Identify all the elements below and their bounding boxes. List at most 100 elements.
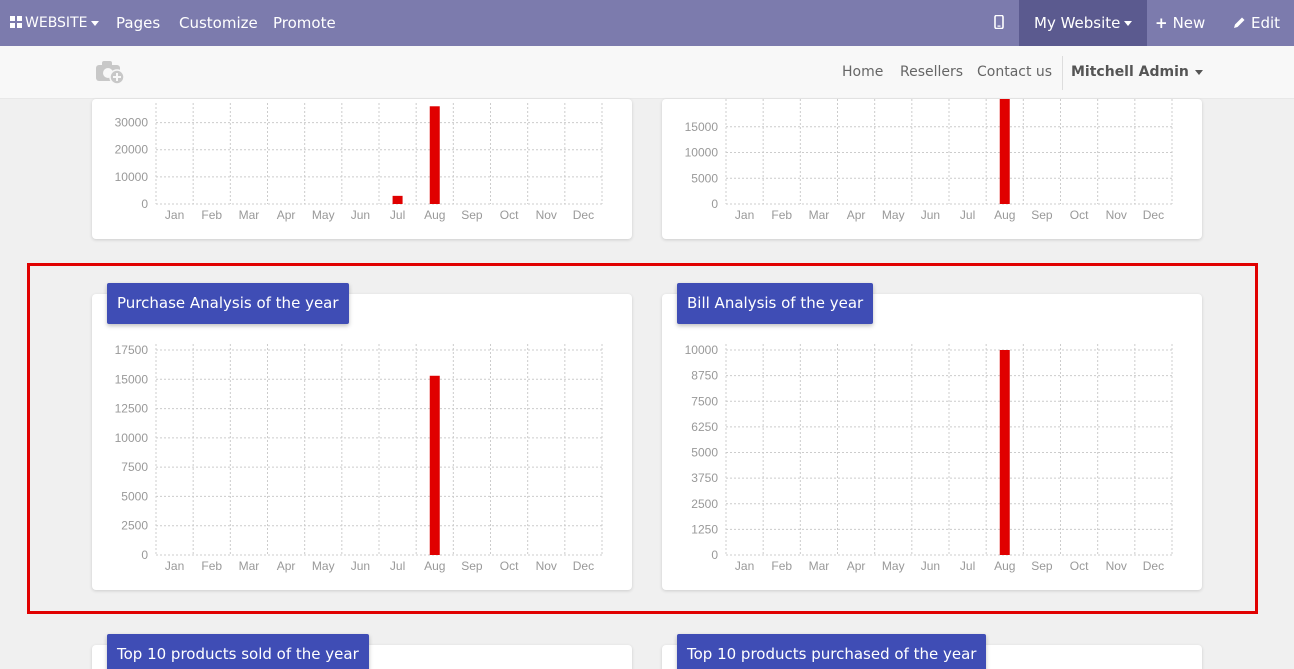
x-tick-label: Mar [809,208,830,222]
y-tick-label: 3750 [691,471,718,485]
bar-aug[interactable] [429,106,440,204]
y-tick-label: 17500 [115,343,149,357]
mobile-preview-button[interactable] [994,0,1004,46]
new-button[interactable]: + New [1155,0,1205,46]
y-tick-label: 1250 [691,522,718,536]
nav-divider [1062,56,1063,90]
bill-bar-chart: 0 1250 2500 3750 5000 6250 7500 8750 10000 Jan Feb… [685,343,1173,573]
y-tick-label: 15000 [685,120,719,134]
pages-menu[interactable]: Pages [116,14,161,32]
x-tick-label: Apr [847,208,866,222]
x-tick-label: Mar [809,559,830,573]
promote-menu[interactable]: Promote [273,14,336,32]
website-navbar: Home Resellers Contact us Mitchell Admin [0,46,1294,99]
x-tick-label: Feb [201,208,222,222]
x-tick-label: Sep [1031,559,1053,573]
x-tick-label: Oct [1070,559,1089,573]
chevron-down-icon [91,20,100,26]
x-tick-label: Aug [994,208,1015,222]
x-tick-label: Aug [994,559,1015,573]
x-tick-label: Nov [536,559,557,573]
bar-jul[interactable] [392,195,403,204]
x-tick-label: Jul [960,559,975,573]
x-tick-label: Dec [573,208,594,222]
site-logo[interactable] [95,58,127,86]
x-tick-label: Sep [461,208,483,222]
y-tick-label: 8750 [691,369,718,383]
nav-home[interactable]: Home [842,64,884,80]
x-tick-label: Aug [424,208,445,222]
my-website-label: My Website [1034,14,1121,32]
x-tick-label: May [882,208,905,222]
admin-topbar: WEBSITE Pages Customize Promote My Websi… [0,0,1294,46]
x-tick-label: Nov [1106,559,1127,573]
x-tick-label: Jan [165,559,184,573]
bill-analysis-title: Bill Analysis of the year [677,283,874,324]
user-name: Mitchell Admin [1071,64,1189,80]
y-tick-label: 30000 [115,116,149,130]
invoice-chart-card: 0 5000 10000 15000 Jan Feb Mar Apr May Jun Jul Aug S… [662,99,1202,239]
x-tick-label: May [312,559,335,573]
y-tick-label: 5000 [691,171,718,185]
highlight-box [27,263,1258,614]
x-tick-label: Feb [771,559,792,573]
x-tick-label: Jul [390,559,405,573]
camera-plus-icon [96,61,125,85]
bar-aug[interactable] [999,99,1010,204]
edit-button[interactable]: Edit [1233,0,1280,46]
x-tick-label: Aug [424,559,445,573]
nav-resellers[interactable]: Resellers [900,64,964,80]
x-tick-label: Nov [536,208,557,222]
y-tick-label: 0 [711,197,718,211]
y-tick-label: 5000 [121,489,148,503]
user-menu[interactable]: Mitchell Admin [1071,46,1203,99]
y-tick-label: 6250 [691,420,718,434]
y-tick-label: 7500 [121,460,148,474]
x-tick-label: Sep [461,559,483,573]
x-tick-label: Oct [500,208,519,222]
x-tick-label: Jul [390,208,405,222]
y-tick-label: 5000 [691,446,718,460]
my-website-dropdown[interactable]: My Website [1019,0,1148,46]
x-tick-label: Jun [921,208,940,222]
x-tick-label: Dec [573,559,594,573]
invoice-bar-chart: 0 5000 10000 15000 Jan Feb Mar Apr May Jun Jul Aug S… [685,99,1173,222]
customize-menu[interactable]: Customize [179,14,258,32]
bar-aug[interactable] [999,350,1010,555]
y-tick-label: 2500 [121,519,148,533]
x-tick-label: Dec [1143,208,1164,222]
x-tick-label: Apr [277,559,296,573]
sales-chart-card: 0 10000 20000 30000 Jan Feb Mar Apr May Jun Jul Aug… [92,99,632,239]
x-tick-label: Dec [1143,559,1164,573]
new-label: New [1172,14,1206,32]
purchase-analysis-card: 0 2500 5000 7500 10000 12500 15000 17500 Jan Feb M… [92,294,632,590]
y-tick-label: 0 [711,548,718,562]
x-tick-label: Oct [1070,208,1089,222]
y-tick-label: 0 [141,197,148,211]
website-menu-label: WEBSITE [25,15,88,31]
bar-aug[interactable] [429,375,440,555]
x-tick-label: Jul [960,208,975,222]
y-tick-label: 10000 [685,146,719,160]
edit-label: Edit [1251,14,1281,32]
x-tick-label: Jan [165,208,184,222]
x-tick-label: Oct [500,559,519,573]
website-menu[interactable]: WEBSITE [10,0,100,46]
nav-contact-us[interactable]: Contact us [977,64,1053,80]
x-tick-label: Apr [847,559,866,573]
y-tick-label: 7500 [691,394,718,408]
sales-bar-chart: 0 10000 20000 30000 Jan Feb Mar Apr May Jun Jul Aug… [115,103,603,222]
y-tick-label: 15000 [115,372,149,386]
plus-icon: + [1155,14,1168,32]
x-tick-label: Jan [735,208,754,222]
x-tick-label: Feb [201,559,222,573]
x-tick-label: Jan [735,559,754,573]
y-tick-label: 20000 [115,143,149,157]
x-tick-label: May [882,559,905,573]
purchase-analysis-title: Purchase Analysis of the year [107,283,349,324]
top-sold-title: Top 10 products sold of the year [107,634,369,669]
bill-analysis-card: 0 1250 2500 3750 5000 6250 7500 8750 10000 Jan Feb… [662,294,1202,590]
y-tick-label: 0 [141,548,148,562]
x-tick-label: Nov [1106,208,1127,222]
purchase-bar-chart: 0 2500 5000 7500 10000 12500 15000 17500 Jan Feb M… [115,343,603,573]
